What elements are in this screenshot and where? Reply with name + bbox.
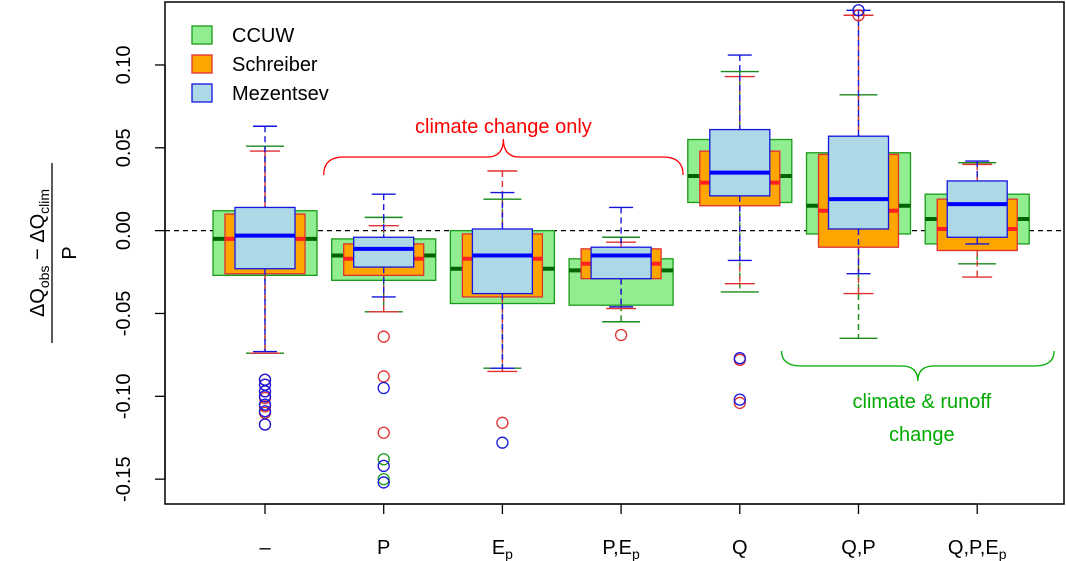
legend-label: CCUW [232,25,294,47]
box-mezentsev [946,180,1008,238]
outlier-point [852,4,865,17]
brace-climate-runoff-change [780,350,1055,382]
outlier-point [258,390,272,403]
outlier-point [377,472,390,486]
y-tick-label: -0.15 [113,456,135,502]
outlier-point [377,381,390,395]
box-mezentsev [234,206,296,270]
outlier-point [733,352,746,365]
annotation-climate-runoff-change: change [889,424,955,446]
outlier-point [377,426,390,439]
x-tick-label: Ep [492,537,513,561]
outlier-point [496,416,509,429]
outlier-point [377,459,390,473]
annotation-climate-runoff-change: climate & runoff [853,391,992,413]
x-tick-label: Q,P [841,537,875,559]
x-tick-label: P,Ep [602,537,640,561]
legend-label: Schreiber [232,54,318,76]
outlier-point [258,398,272,411]
x-axis: – P Ep P,Ep Q Q,P Q,P,Ep [259,503,1007,561]
box-mezentsev [590,246,652,280]
outlier-point [258,385,272,398]
y-tick-label: -0.05 [113,291,135,337]
x-tick-label: Q,P,Ep [948,537,1007,561]
annotations: climate change only climate & runoff chang… [323,116,1055,446]
box-mezentsev [471,228,534,295]
outlier-point [377,453,390,466]
outlier-point [258,405,272,418]
y-tick-label: -0.10 [113,374,135,420]
box-mezentsev [827,135,890,230]
y-tick-label: 0.05 [113,128,135,167]
y-label-numerator: ΔQobs − ΔQclim [27,189,52,317]
legend-swatch [191,25,213,45]
legend-swatch [191,54,213,74]
x-tick-label: – [259,537,271,559]
box-mezentsev [353,236,415,268]
y-tick-label: 0.10 [113,45,135,84]
y-label-denominator: P [59,246,81,259]
brace-climate-change-only [323,138,684,176]
outlier-point [377,370,390,383]
legend: CCUW Schreiber Mezentsev [191,25,329,105]
legend-label: Mezentsev [232,83,329,105]
outlier-point [496,436,509,449]
x-tick-label: P [377,537,390,559]
outlier-point [377,330,390,343]
y-axis: -0.15 -0.10 -0.05 0.00 0.05 0.10 [113,45,166,502]
outlier-point [377,476,390,489]
outlier-point [614,328,628,342]
outlier-point [733,396,746,410]
y-axis-label: ΔQobs − ΔQclim P [27,163,81,343]
outlier-point [733,393,746,406]
box-mezentsev [709,128,771,197]
outlier-point [258,418,272,431]
x-tick-label: Q [732,537,748,559]
y-tick-label: 0.00 [113,211,135,250]
legend-swatch [191,83,213,103]
box-group [212,4,1030,489]
annotation-climate-change-only: climate change only [415,116,592,138]
outlier-point [852,9,865,22]
y-label-fraction: ΔQobs − ΔQclim P [27,163,81,343]
